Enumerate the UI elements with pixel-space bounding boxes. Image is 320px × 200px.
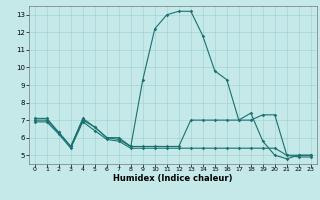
X-axis label: Humidex (Indice chaleur): Humidex (Indice chaleur) — [113, 174, 233, 183]
